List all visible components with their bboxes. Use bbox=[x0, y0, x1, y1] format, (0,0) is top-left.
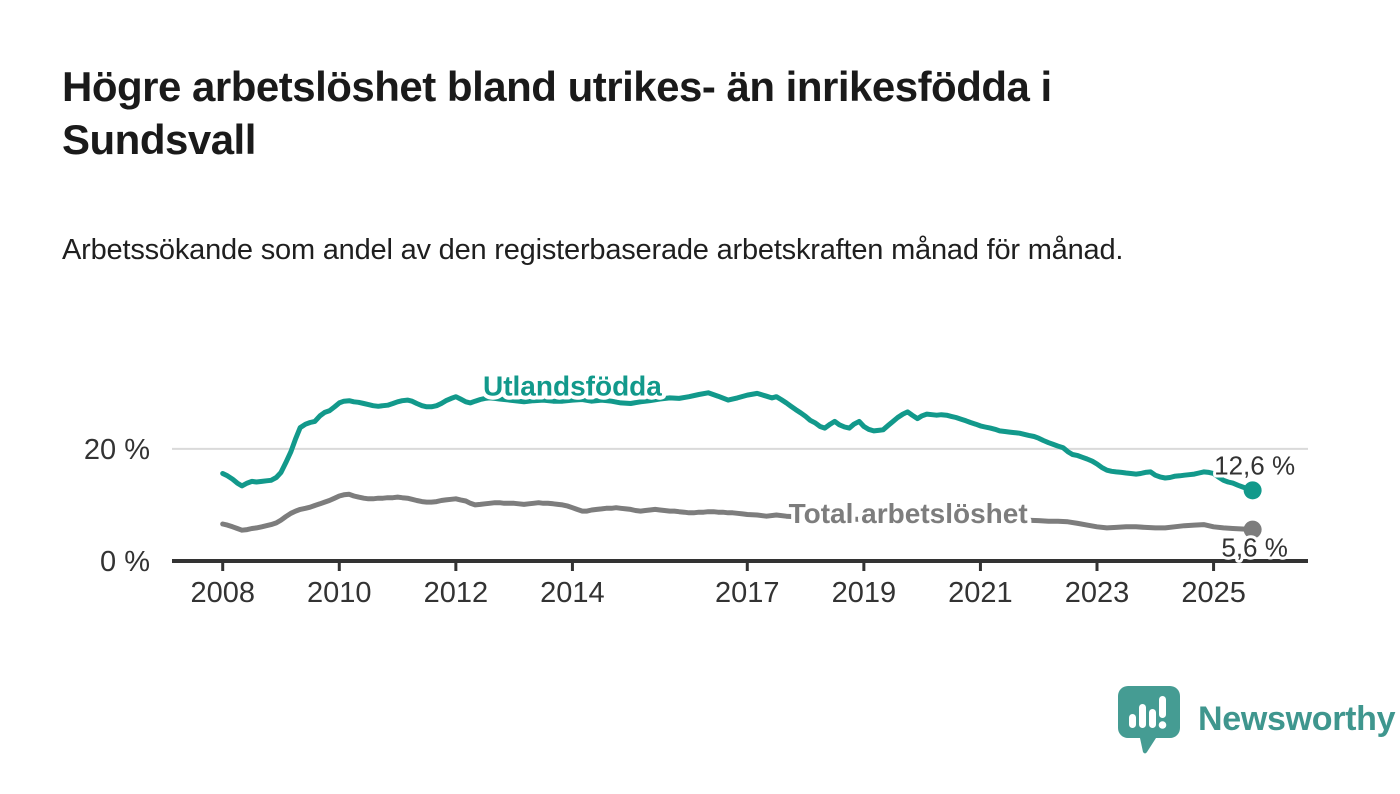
series-line-utlandsfodda bbox=[220, 390, 1256, 493]
x-tick-label-2019: 2019 bbox=[832, 577, 897, 609]
series-label-total: Total arbetslöshet bbox=[789, 498, 1028, 529]
x-tick-label-2023: 2023 bbox=[1065, 577, 1130, 609]
brand-name: Newsworthy bbox=[1198, 699, 1396, 738]
end-dot-utlandsfodda bbox=[1243, 481, 1262, 500]
newsworthy-logo: Newsworthy bbox=[1114, 682, 1396, 756]
chart-subtitle: Arbetssökande som andel av den registerb… bbox=[62, 234, 1124, 266]
x-tick-label-2017: 2017 bbox=[715, 577, 780, 609]
y-tick-label-0: 0 % bbox=[100, 546, 150, 578]
chart-title: Högre arbetslöshet bland utrikes- än inr… bbox=[62, 63, 1052, 163]
bar-chart-speech-bubble-icon bbox=[1118, 686, 1180, 754]
x-tick-label-2012: 2012 bbox=[424, 577, 489, 609]
end-label-utlandsfodda: 12,6 % bbox=[1214, 450, 1295, 480]
x-tick-label-2021: 2021 bbox=[948, 577, 1013, 609]
x-tick-label-2025: 2025 bbox=[1181, 577, 1246, 609]
end-label-total: 5,6 % bbox=[1221, 533, 1288, 563]
end-dot-total bbox=[1243, 520, 1262, 539]
x-tick-label-2008: 2008 bbox=[190, 577, 255, 609]
series-line-total bbox=[220, 491, 1256, 533]
series-label-utlandsfodda: Utlandsfödda bbox=[483, 371, 662, 402]
y-tick-label-20: 20 % bbox=[84, 434, 150, 466]
x-tick-label-2010: 2010 bbox=[307, 577, 372, 609]
x-tick-label-2014: 2014 bbox=[540, 577, 605, 609]
